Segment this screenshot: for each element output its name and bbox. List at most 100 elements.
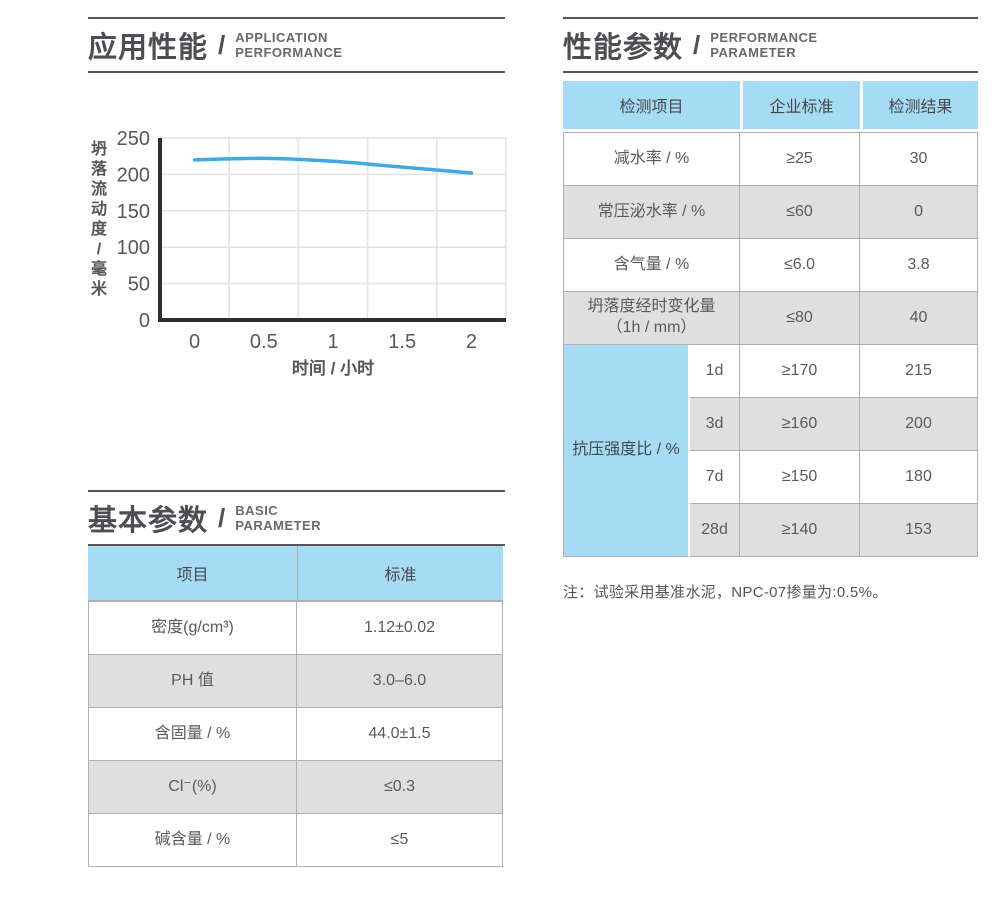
svg-text:150: 150 — [117, 201, 150, 223]
table-cell: ≤80 — [740, 292, 861, 345]
section-header-application: 应用性能 / APPLICATION PERFORMANCE — [88, 17, 505, 73]
section-title-en: PERFORMANCE PARAMETER — [710, 30, 817, 60]
svg-text:0: 0 — [139, 310, 150, 332]
table-header-cell: 项目 — [88, 546, 297, 601]
table-cell: 含气量 / % — [563, 239, 741, 292]
application-performance-chart: 坍落流动度 / 毫米 0 50 100 150 200 250 0 0.5 1 1.5 2 时间 / 小时 — [88, 128, 507, 378]
svg-text:0.5: 0.5 — [250, 331, 278, 353]
table-row: 抗压强度比 / % 1d ≥170 215 — [563, 345, 979, 557]
table-cell: ≤60 — [740, 186, 861, 239]
table-cell: 减水率 / % — [563, 132, 741, 186]
note-text: 注：试验采用基准水泥，NPC-07掺量为:0.5%。 — [563, 584, 888, 601]
chart-y-axis-label: 坍落流动度 / 毫米 — [88, 140, 110, 300]
left-column: 应用性能 / APPLICATION PERFORMANCE 坍落流动度 / 毫米 … — [88, 17, 507, 867]
table-cell: 抗压强度比 / % — [563, 345, 690, 557]
table-row: Cl⁻(%) ≤0.3 — [88, 761, 503, 814]
table-row: 含气量 / % ≤6.0 3.8 — [563, 239, 979, 292]
table-cell: PH 值 — [88, 655, 297, 708]
section-title-cn: 应用性能 — [88, 32, 209, 64]
right-column: 性能参数 / PERFORMANCE PARAMETER 检测项目 企业标准 检测结… — [563, 17, 979, 602]
table-cell: 0 — [860, 186, 979, 239]
table-cell: 200 — [860, 398, 979, 451]
section-title-row: 应用性能 / APPLICATION PERFORMANCE — [88, 19, 505, 71]
table-row: 密度(g/cm³) 1.12±0.02 — [88, 601, 503, 655]
table-row: 28d ≥140 153 — [563, 504, 979, 557]
table-cell: ≥150 — [740, 451, 861, 504]
divider-rule — [563, 17, 978, 19]
svg-text:1: 1 — [327, 331, 338, 353]
table-header-cell: 标准 — [297, 546, 503, 601]
performance-parameter-table: 检测项目 企业标准 检测结果 减水率 / % ≥25 30 常压泌水率 / % ≤60 0 含气量… — [563, 81, 979, 557]
table-row: 检测项目 企业标准 检测结果 — [563, 81, 979, 132]
table-cell: 1d — [690, 345, 741, 398]
y-axis-label-char: 米 — [90, 281, 107, 298]
section-title-en-line1: BASIC — [235, 503, 279, 518]
table-cell: ≤5 — [297, 814, 503, 867]
y-axis-label-char: 流 — [90, 181, 107, 198]
section-title-en-line1: PERFORMANCE — [710, 30, 818, 45]
divider-rule — [88, 544, 505, 546]
table-header-cell: 检测结果 — [860, 81, 979, 132]
table-cell: Cl⁻(%) — [88, 761, 297, 814]
svg-text:1.5: 1.5 — [388, 331, 416, 353]
y-axis-label-char: 毫 — [90, 261, 107, 278]
table-row: PH 值 3.0–6.0 — [88, 655, 503, 708]
svg-text:200: 200 — [117, 164, 150, 186]
table-cell: 3d — [690, 398, 741, 451]
table-row: 含固量 / % 44.0±1.5 — [88, 708, 503, 761]
table-cell: 153 — [860, 504, 979, 557]
table-row: 3d ≥160 200 — [563, 398, 979, 451]
table-row: 常压泌水率 / % ≤60 0 — [563, 186, 979, 239]
table-row: 碱含量 / % ≤5 — [88, 814, 503, 867]
table-cell: ≥170 — [740, 345, 861, 398]
y-axis-label-char: 度 — [90, 221, 107, 238]
table-cell: 3.0–6.0 — [297, 655, 503, 708]
divider-rule — [88, 71, 505, 73]
divider-rule — [88, 17, 505, 19]
svg-text:0: 0 — [189, 331, 200, 353]
table-row: 坍落度经时变化量 （1h / mm） ≤80 40 — [563, 292, 979, 345]
table-cell: 215 — [860, 345, 979, 398]
table-cell: 常压泌水率 / % — [563, 186, 741, 239]
svg-text:100: 100 — [117, 237, 150, 259]
table-cell: ≥160 — [740, 398, 861, 451]
table-cell: 7d — [690, 451, 741, 504]
table-cell: ≥25 — [740, 132, 861, 186]
table-cell: 含固量 / % — [88, 708, 297, 761]
table-row: 7d ≥150 180 — [563, 451, 979, 504]
y-axis-label-char: 动 — [90, 201, 107, 218]
y-axis-label-char: 落 — [90, 161, 107, 178]
section-title-row: 基本参数 / BASIC PARAMETER — [88, 492, 505, 544]
y-axis-label-char: 坍 — [90, 141, 107, 158]
section-title-en: BASIC PARAMETER — [235, 503, 321, 533]
table-header-cell: 企业标准 — [740, 81, 861, 132]
section-title-en-line2: PARAMETER — [235, 518, 322, 533]
table-cell: ≤6.0 — [740, 239, 861, 292]
basic-parameter-table: 项目 标准 密度(g/cm³) 1.12±0.02 PH 值 3.0–6.0 含固量 / %… — [88, 546, 503, 867]
table-cell: 碱含量 / % — [88, 814, 297, 867]
svg-text:2: 2 — [466, 331, 477, 353]
svg-text:时间 / 小时: 时间 / 小时 — [292, 358, 374, 378]
section-title-en-line2: PARAMETER — [710, 45, 797, 60]
svg-text:50: 50 — [128, 274, 150, 296]
section-title-row: 性能参数 / PERFORMANCE PARAMETER — [563, 19, 978, 71]
title-slash: / — [693, 29, 701, 60]
slump-flow-line-chart: 0 50 100 150 200 250 0 0.5 1 1.5 2 时间 / 小时 — [117, 128, 507, 378]
section-title-cn: 性能参数 — [563, 32, 684, 64]
table-cell: ≥140 — [740, 504, 861, 557]
table-cell: 1.12±0.02 — [297, 601, 503, 655]
section-title-cn: 基本参数 — [88, 505, 209, 537]
table-row: 减水率 / % ≥25 30 — [563, 132, 979, 186]
table-header-cell: 检测项目 — [563, 81, 741, 132]
section-title-en-line1: APPLICATION — [235, 30, 328, 45]
table-cell: 3.8 — [860, 239, 979, 292]
table-cell: 180 — [860, 451, 979, 504]
y-axis-label-char: / — [96, 241, 102, 258]
divider-rule — [88, 490, 505, 492]
table-cell: 28d — [690, 504, 741, 557]
table-cell: 30 — [860, 132, 979, 186]
section-header-performance: 性能参数 / PERFORMANCE PARAMETER — [563, 17, 978, 73]
table-cell: 44.0±1.5 — [297, 708, 503, 761]
table-cell: 坍落度经时变化量 （1h / mm） — [563, 292, 741, 345]
section-header-basic: 基本参数 / BASIC PARAMETER — [88, 490, 505, 546]
